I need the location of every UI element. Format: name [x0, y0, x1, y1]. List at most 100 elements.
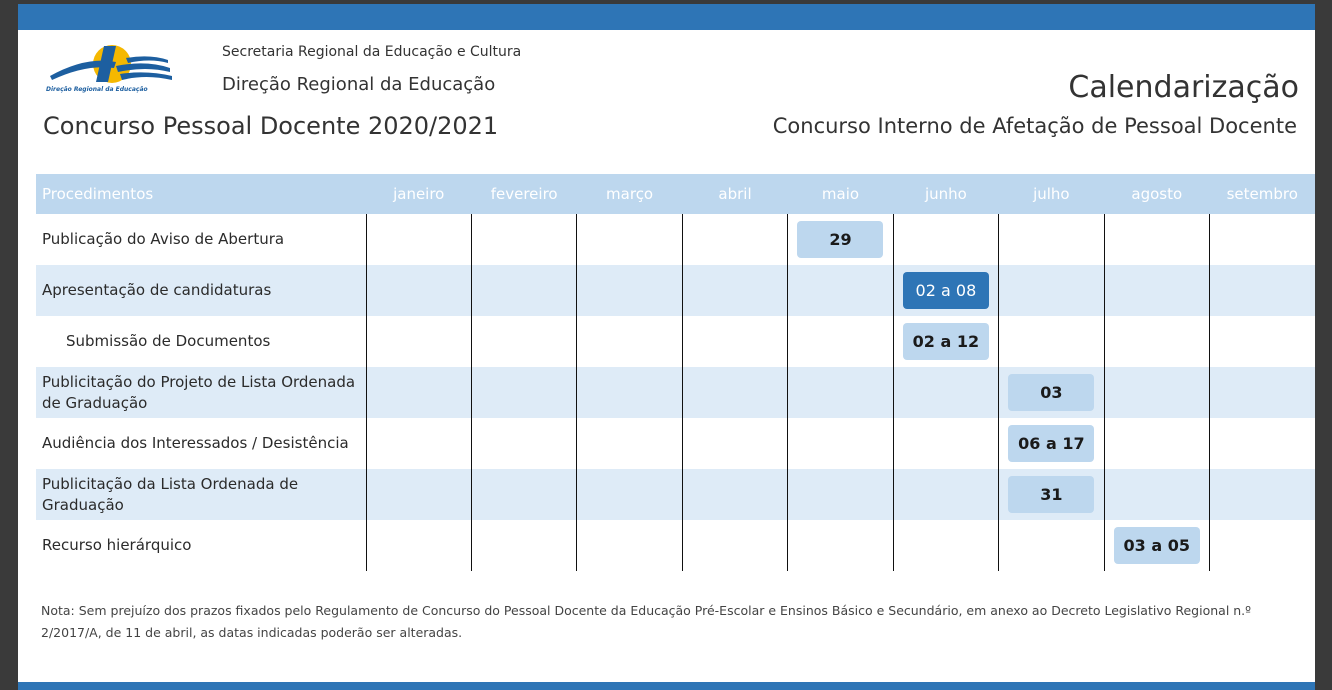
month-cell	[787, 520, 894, 571]
table-row: Recurso hierárquico 03 a 05	[36, 520, 1315, 571]
date-badge: 31	[1008, 476, 1095, 513]
document-page: Direção Regional da Educação Secretaria …	[18, 4, 1315, 690]
month-cell	[787, 367, 894, 418]
procedure-label: Audiência dos Interessados / Desistência	[42, 434, 349, 452]
month-cell	[576, 520, 683, 571]
month-cell	[892, 367, 999, 418]
month-cell	[1209, 367, 1315, 418]
calendar-table: Procedimentos janeiro fevereiro março ab…	[36, 174, 1315, 571]
procedure-label: Recurso hierárquico	[42, 536, 192, 554]
procedure-label: Apresentação de candidaturas	[36, 265, 366, 316]
month-cell	[787, 265, 894, 316]
table-row: Publicação do Aviso de Abertura 29	[36, 214, 1315, 265]
month-cell	[681, 367, 788, 418]
month-cell	[576, 469, 683, 520]
month-cell	[892, 214, 999, 265]
month-cell	[1209, 418, 1315, 469]
month-cell	[1103, 469, 1210, 520]
column-header-procedures: Procedimentos	[36, 174, 366, 214]
month-cell	[998, 520, 1105, 571]
month-cell	[892, 418, 999, 469]
contest-title: Concurso Pessoal Docente 2020/2021	[43, 112, 499, 140]
month-cell: 03	[998, 367, 1105, 418]
date-badge: 29	[797, 221, 884, 258]
month-cell	[681, 265, 788, 316]
month-cell	[681, 469, 788, 520]
month-cell	[365, 367, 472, 418]
dre-logo: Direção Regional da Educação	[46, 42, 178, 100]
month-cell	[681, 520, 788, 571]
month-cell: 29	[787, 214, 894, 265]
column-header-month: abril	[682, 174, 788, 214]
column-header-month: maio	[787, 174, 894, 214]
month-cell	[787, 469, 894, 520]
month-cell	[1103, 265, 1210, 316]
month-cell: 03 a 05	[1103, 520, 1210, 571]
month-cell	[1209, 316, 1315, 367]
month-cell	[470, 316, 577, 367]
calendar-title: Calendarização	[1068, 70, 1299, 105]
table-header-row: Procedimentos janeiro fevereiro março ab…	[36, 174, 1315, 214]
calendar-subtitle: Concurso Interno de Afetação de Pessoal …	[772, 114, 1297, 138]
month-cell	[470, 418, 577, 469]
org-line-1: Secretaria Regional da Educação e Cultur…	[222, 44, 522, 60]
top-accent-bar	[18, 4, 1315, 30]
month-cell	[365, 520, 472, 571]
month-cell	[681, 418, 788, 469]
month-cell	[576, 265, 683, 316]
month-cell	[1209, 520, 1315, 571]
org-line-2: Direção Regional da Educação	[222, 74, 496, 95]
procedure-label: Publicitação da Lista Ordenada de Gradua…	[36, 469, 366, 520]
month-cell	[1209, 214, 1315, 265]
month-cell	[470, 520, 577, 571]
month-cell	[470, 214, 577, 265]
column-header-month: fevereiro	[471, 174, 577, 214]
month-cell	[365, 469, 472, 520]
month-cell	[470, 469, 577, 520]
table-row: Apresentação de candidaturas 02 a 08	[36, 265, 1315, 316]
month-cell	[576, 214, 683, 265]
month-cell	[576, 367, 683, 418]
date-badge: 02 a 12	[902, 323, 989, 360]
month-cell	[470, 265, 577, 316]
month-cell	[1209, 469, 1315, 520]
month-cell	[576, 418, 683, 469]
month-cell: 06 a 17	[998, 418, 1105, 469]
date-badge: 06 a 17	[1008, 425, 1095, 462]
table-row: Publicitação do Projeto de Lista Ordenad…	[36, 367, 1315, 418]
procedure-label: Publicação do Aviso de Abertura	[42, 230, 285, 248]
footnote: Nota: Sem prejuízo dos prazos fixados pe…	[41, 603, 1252, 640]
month-cell	[998, 214, 1105, 265]
column-header-month: março	[576, 174, 683, 214]
month-cell	[1209, 265, 1315, 316]
month-cell	[1103, 214, 1210, 265]
column-header-month: agosto	[1104, 174, 1210, 214]
procedure-label: Publicitação do Projeto de Lista Ordenad…	[36, 367, 366, 418]
month-cell	[998, 316, 1105, 367]
month-cell	[892, 469, 999, 520]
month-cell	[892, 520, 999, 571]
month-cell	[787, 316, 894, 367]
month-cell	[365, 265, 472, 316]
month-cell	[1103, 418, 1210, 469]
table-row: Submissão de Documentos 02 a 12	[36, 316, 1315, 367]
month-cell	[365, 214, 472, 265]
month-cell	[470, 367, 577, 418]
logo-caption: Direção Regional da Educação	[46, 86, 148, 93]
column-header-month: janeiro	[366, 174, 472, 214]
month-cell: 02 a 08	[892, 265, 999, 316]
month-cell	[1103, 367, 1210, 418]
month-cell	[681, 316, 788, 367]
month-cell	[365, 316, 472, 367]
column-header-month: julho	[998, 174, 1105, 214]
month-cell	[365, 418, 472, 469]
table-row: Publicitação da Lista Ordenada de Gradua…	[36, 469, 1315, 520]
month-cell	[787, 418, 894, 469]
procedure-label: Submissão de Documentos	[66, 332, 271, 350]
date-badge: 03	[1008, 374, 1095, 411]
column-header-month: junho	[893, 174, 999, 214]
table-row: Audiência dos Interessados / Desistência…	[36, 418, 1315, 469]
date-badge: 02 a 08	[902, 272, 989, 309]
month-cell	[998, 265, 1105, 316]
bottom-accent-bar	[18, 682, 1315, 690]
